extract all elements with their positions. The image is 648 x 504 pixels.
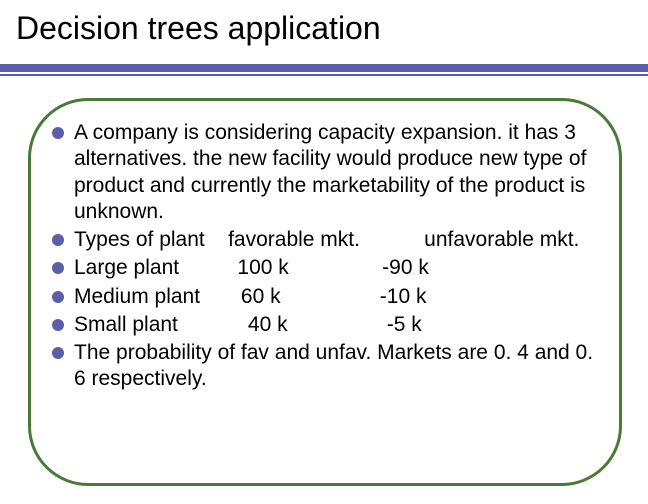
slide: Decision trees application A company is … — [0, 0, 648, 504]
list-item: Medium plant 60 k -10 k — [52, 284, 600, 310]
rule-thick — [0, 64, 648, 72]
list-item: The probability of fav and unfav. Market… — [52, 340, 600, 393]
bullet-icon — [52, 262, 64, 274]
bullet-icon — [52, 234, 64, 246]
bullet-icon — [52, 127, 64, 139]
list-item: Large plant 100 k -90 k — [52, 255, 600, 281]
title-underline — [0, 64, 648, 94]
bullet-text: A company is considering capacity expans… — [74, 120, 600, 225]
bullet-icon — [52, 291, 64, 303]
slide-title: Decision trees application — [16, 10, 381, 47]
list-item: Types of plant favorable mkt. unfavorabl… — [52, 227, 600, 253]
bullet-text: Types of plant favorable mkt. unfavorabl… — [74, 227, 579, 253]
list-item: A company is considering capacity expans… — [52, 120, 600, 225]
bullet-icon — [52, 347, 64, 359]
bullet-list: A company is considering capacity expans… — [52, 120, 600, 395]
bullet-icon — [52, 319, 64, 331]
list-item: Small plant 40 k -5 k — [52, 312, 600, 338]
bullet-text: The probability of fav and unfav. Market… — [74, 340, 600, 393]
bullet-text: Medium plant 60 k -10 k — [74, 284, 426, 310]
bullet-text: Small plant 40 k -5 k — [74, 312, 422, 338]
rule-thin — [0, 74, 648, 76]
bullet-text: Large plant 100 k -90 k — [74, 255, 429, 281]
